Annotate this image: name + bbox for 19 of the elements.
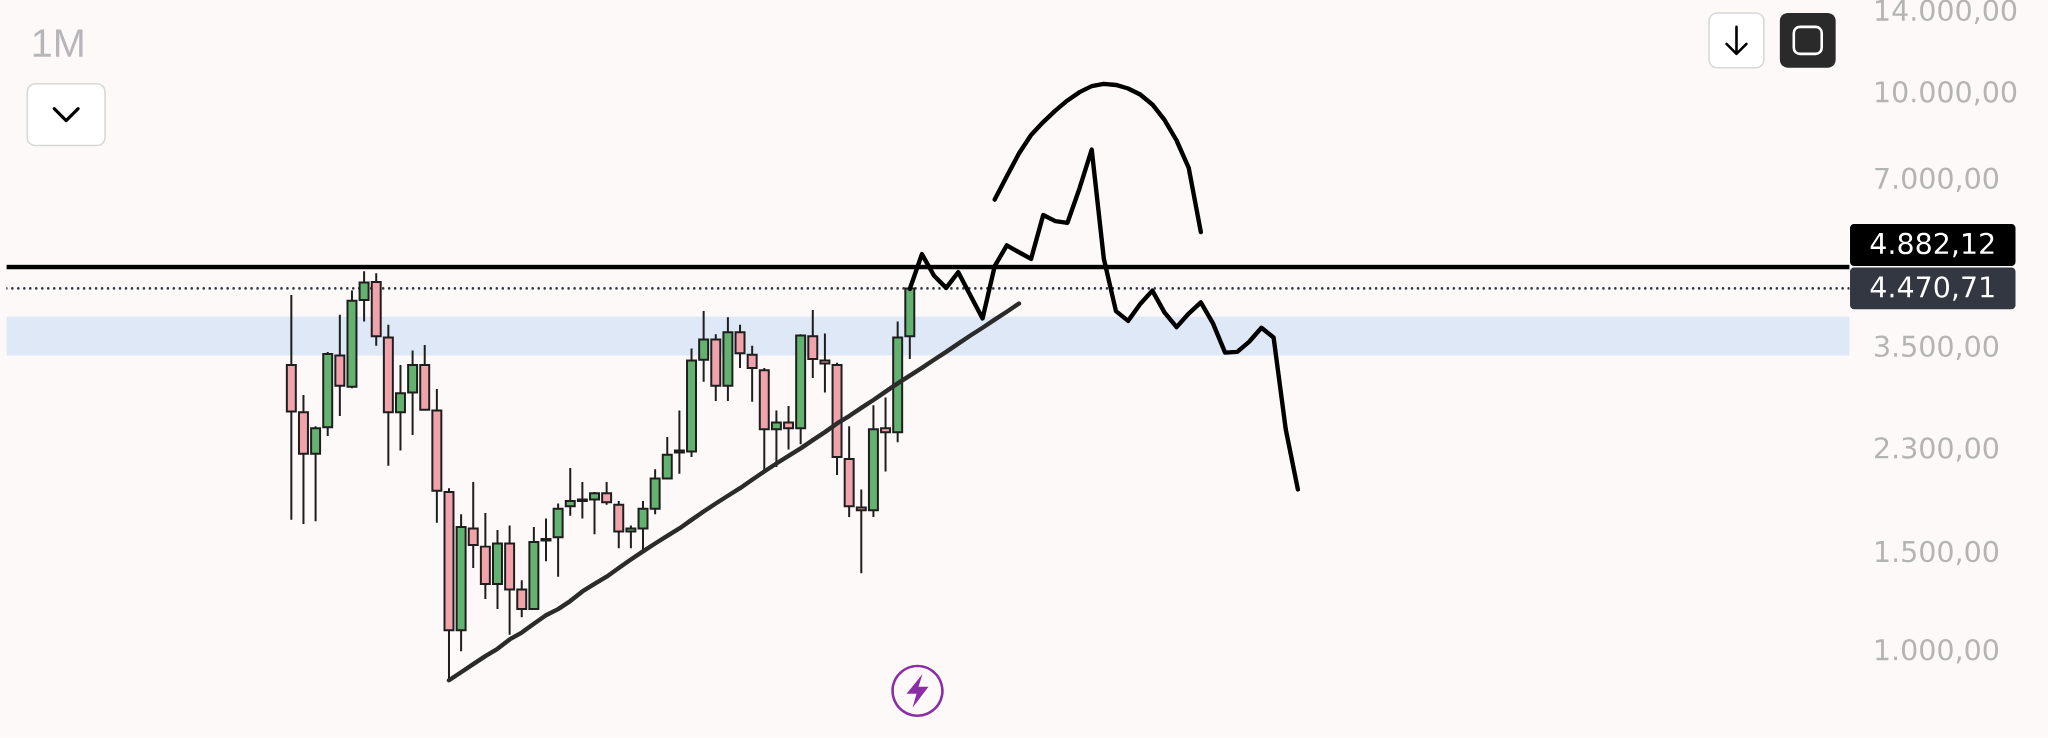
candlestick [540, 517, 552, 563]
ref-line-label: 4.470,71 [1870, 276, 1994, 301]
candlestick [552, 502, 564, 578]
y-tick-label: 2.300,00 [1875, 437, 1999, 462]
y-tick-label: 3.500,00 [1875, 335, 1999, 361]
y-tick-label: 7.000,00 [1875, 167, 1999, 193]
candlestick [904, 287, 916, 361]
candlestick [734, 323, 746, 370]
y-tick-label: 14.000,00 [1876, 0, 2017, 25]
candlestick [819, 332, 831, 394]
candlestick [831, 361, 843, 477]
ref-line-label: 4.882,12 [1870, 232, 1994, 258]
y-tick-label: 1.500,00 [1876, 540, 1999, 566]
y-tick-label: 10.000,00 [1876, 81, 2017, 106]
y-tick-label: 1.000,00 [1876, 639, 1999, 664]
line-series [446, 301, 1022, 683]
candlestick [746, 344, 758, 403]
line-series [992, 81, 1204, 235]
text: 1M [33, 29, 83, 57]
